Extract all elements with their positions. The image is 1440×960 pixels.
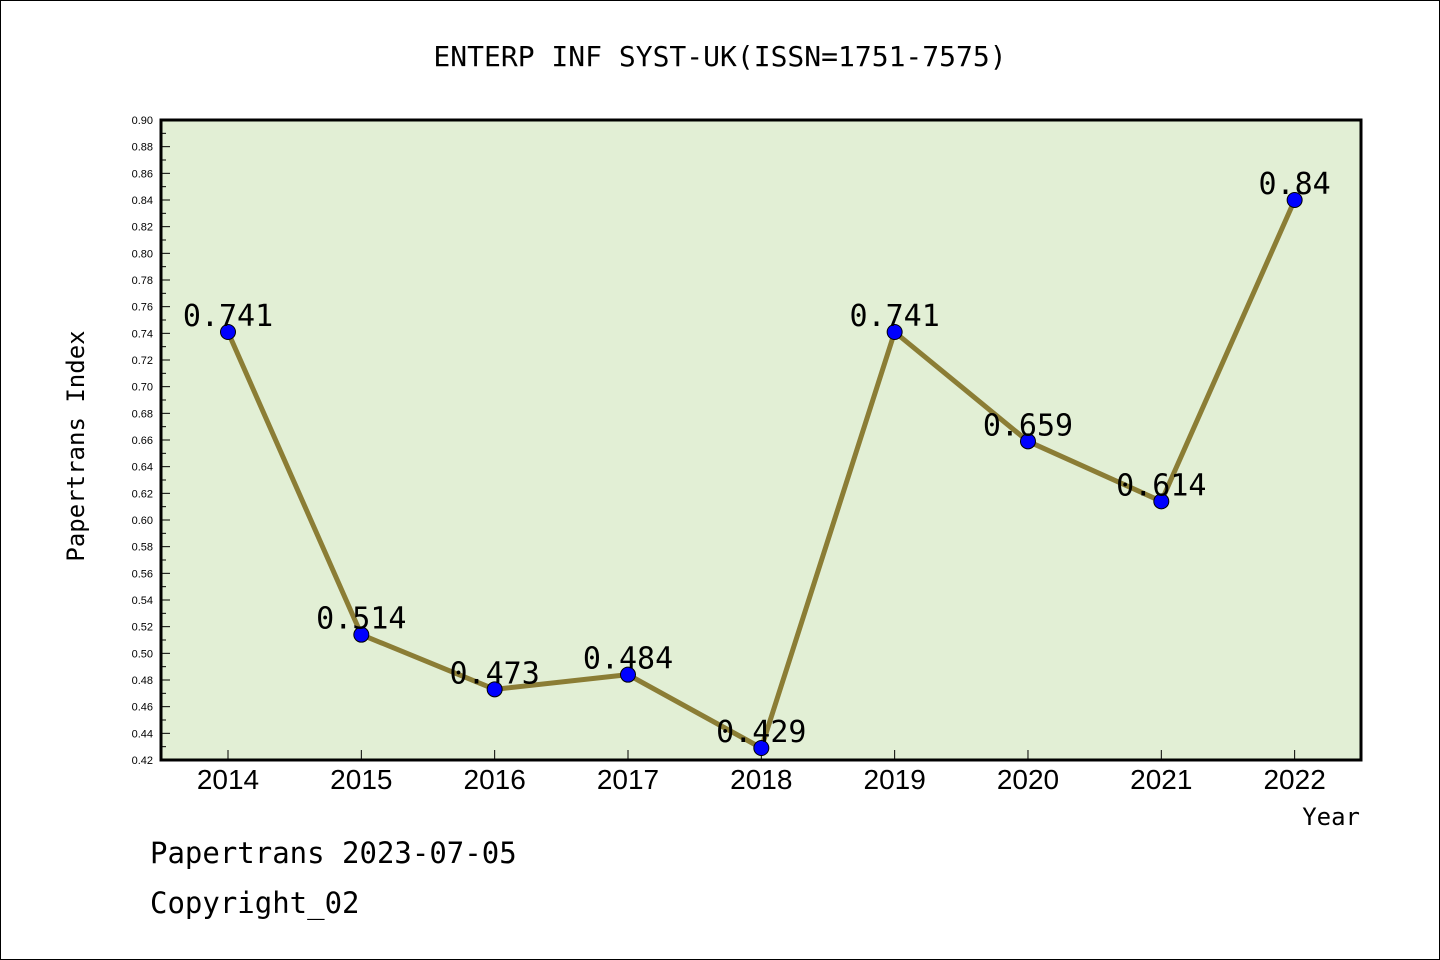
- data-label: 0.429: [716, 715, 806, 750]
- x-tick-label: 2019: [864, 764, 926, 795]
- data-point: [886, 324, 903, 340]
- footer-date: Papertrans 2023-07-05: [150, 836, 517, 870]
- y-tick-label: 0.84: [132, 195, 153, 207]
- y-tick-label: 0.80: [132, 248, 153, 260]
- x-tick-label: 2015: [330, 764, 392, 795]
- data-point: [1019, 433, 1036, 450]
- y-tick-label: 0.48: [132, 675, 153, 687]
- y-tick-label: 0.42: [132, 755, 153, 767]
- x-tick-label: 2021: [1130, 764, 1192, 795]
- y-tick-label: 0.82: [132, 222, 153, 234]
- data-markers: [220, 192, 1303, 756]
- data-point: [753, 740, 770, 756]
- footer-copyright: Copyright_02: [150, 886, 360, 921]
- y-tick-label: 0.50: [132, 648, 153, 660]
- y-tick-label: 0.86: [132, 168, 153, 180]
- y-tick-label: 0.88: [132, 142, 153, 154]
- data-point: [486, 681, 503, 698]
- data-label: 0.84: [1259, 167, 1331, 202]
- y-tick-label: 0.74: [132, 328, 153, 340]
- data-point: [1153, 493, 1170, 510]
- data-point: [220, 324, 236, 340]
- y-tick-label: 0.54: [132, 595, 153, 607]
- data-label: 0.514: [316, 602, 406, 637]
- y-tick-label: 0.52: [132, 622, 153, 634]
- x-tick-label: 2017: [597, 764, 659, 795]
- y-tick-label: 0.60: [132, 515, 153, 527]
- data-label: 0.614: [1116, 468, 1206, 503]
- y-tick-label: 0.78: [132, 275, 153, 287]
- x-axis: 2014 2015 2016 2017 2018 2019 2020 2021 2022: [197, 750, 1326, 795]
- y-tick-label: 0.58: [132, 542, 153, 554]
- y-tick-label: 0.46: [132, 702, 153, 714]
- x-tick-label: 2016: [464, 764, 526, 795]
- plot-area: [159, 118, 1363, 762]
- y-tick-label: 0.72: [132, 355, 153, 367]
- x-tick-label: 2014: [197, 764, 259, 795]
- data-label: 0.659: [983, 408, 1073, 443]
- data-label: 0.484: [583, 642, 673, 677]
- x-tick-label: 2022: [1263, 764, 1325, 795]
- y-tick-label: 0.90: [132, 115, 153, 127]
- data-point: [1286, 192, 1303, 208]
- data-point: [353, 626, 370, 643]
- y-tick-label: 0.64: [132, 462, 153, 474]
- y-tick-label: 0.56: [132, 568, 153, 580]
- y-tick-label: 0.44: [132, 728, 153, 740]
- data-labels: 0.741 0.514 0.473 0.484 0.429 0.741 0.659 0.614…: [183, 167, 1331, 750]
- x-tick-label: 2020: [997, 764, 1059, 795]
- y-tick-label: 0.70: [132, 382, 153, 394]
- y-axis: 0.42 0.44 0.46 0.48 0.50 0.52 0.54 0.56 0.58 0.60…: [132, 115, 170, 767]
- data-label: 0.473: [450, 656, 540, 691]
- y-tick-label: 0.62: [132, 488, 153, 500]
- y-axis-label: Papertrans Index: [62, 330, 90, 561]
- chart-title: ENTERP INF SYST-UK(ISSN=1751-7575): [433, 40, 1006, 73]
- y-tick-label: 0.76: [132, 302, 153, 314]
- y-tick-label: 0.68: [132, 408, 153, 420]
- x-tick-label: 2018: [730, 764, 792, 795]
- data-label: 0.741: [183, 299, 273, 334]
- y-tick-label: 0.66: [132, 435, 153, 447]
- x-axis-label: Year: [1302, 803, 1360, 831]
- data-point: [619, 666, 636, 683]
- data-label: 0.741: [849, 299, 939, 334]
